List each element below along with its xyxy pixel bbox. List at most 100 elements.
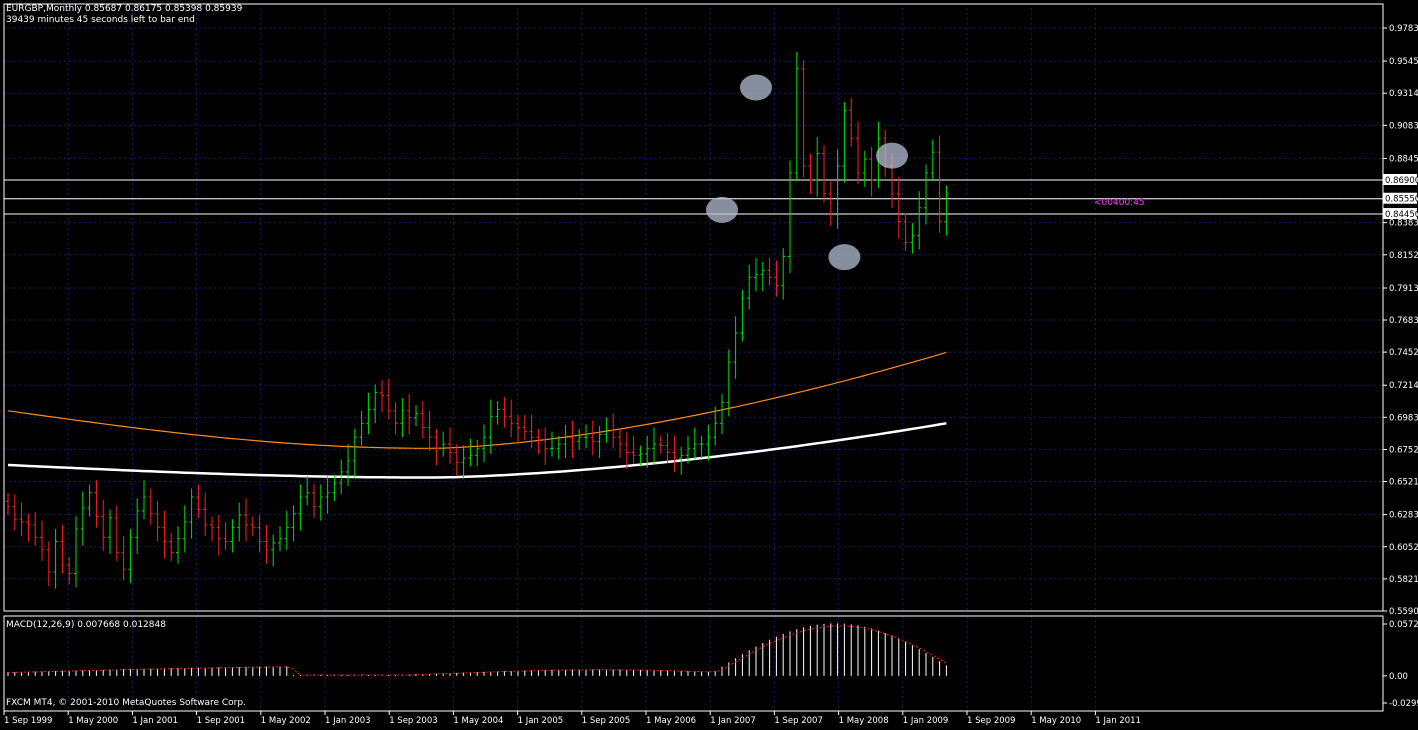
time-tick-label: 1 Sep 2007 <box>774 716 822 726</box>
ohlc-bar <box>312 484 316 518</box>
ohlc-bar <box>869 146 874 197</box>
macd-panel: 0.05724 0.00 -0.02997 <box>7 620 1418 709</box>
ohlc-bar <box>536 428 541 454</box>
ohlc-bar <box>380 380 384 413</box>
ohlc-bar <box>325 476 330 514</box>
ohlc-bar <box>638 445 643 467</box>
ohlc-bar <box>699 435 704 459</box>
time-tick-label: 1 Jan 2007 <box>710 716 756 726</box>
ohlc-bar <box>373 384 378 424</box>
time-tick-label: 1 May 2002 <box>261 716 311 726</box>
ohlc-bar <box>760 262 765 292</box>
ohlc-bar <box>407 394 412 435</box>
price-tick-label: 0.55900 <box>1389 607 1418 617</box>
ohlc-bar <box>162 510 167 559</box>
time-tick-label: 1 Jan 2009 <box>903 716 949 726</box>
ohlc-bar <box>679 446 684 475</box>
ohlc-bar <box>713 406 718 446</box>
time-tick-label: 1 May 2006 <box>646 716 696 726</box>
ohlc-bar <box>291 505 296 542</box>
ohlc-bar <box>522 414 527 440</box>
ohlc-bar <box>842 102 847 183</box>
ohlc-bar <box>87 484 92 517</box>
ohlc-bar <box>53 528 58 589</box>
ohlc-bar <box>747 264 752 310</box>
horizontal-line-tag <box>1383 192 1417 204</box>
time-tick-label: 1 Sep 2003 <box>389 716 437 726</box>
ohlc-bar <box>237 502 242 542</box>
ohlc-bar <box>346 444 350 486</box>
ohlc-bar <box>114 505 119 561</box>
ohlc-bar <box>862 150 867 187</box>
ohlc-bar <box>12 494 17 531</box>
horizontal-line-value: 0.84450 <box>1385 210 1418 220</box>
ohlc-bar <box>441 431 446 457</box>
ohlc-bar <box>101 499 106 552</box>
ohlc-bar <box>352 428 357 478</box>
ohlc-bar <box>332 474 337 502</box>
time-tick-label: 1 Jan 2011 <box>1095 716 1141 726</box>
bar-timer: 39439 minutes 45 seconds left to bar end <box>6 15 195 25</box>
ohlc-bar <box>475 439 480 467</box>
ohlc-bar <box>706 424 711 461</box>
ohlc-bar <box>808 153 813 194</box>
ohlc-bar <box>414 405 418 427</box>
ohlc-bar <box>393 402 398 435</box>
ohlc-bar <box>856 121 860 185</box>
ohlc-bar <box>543 427 548 466</box>
price-panel-border <box>3 3 1384 612</box>
ohlc-bar <box>244 498 248 542</box>
highlight-markers <box>706 74 908 271</box>
ohlc-bar <box>448 427 452 464</box>
macd-panel-border <box>3 615 1384 712</box>
ma-fast-line <box>7 351 947 449</box>
ohlc-bar <box>400 398 405 438</box>
ohlc-bar <box>788 160 792 274</box>
ohlc-bar <box>454 444 459 477</box>
time-tick-label: 1 Sep 2005 <box>582 716 630 726</box>
ohlc-bar <box>6 492 10 516</box>
ohlc-bar <box>216 515 221 556</box>
macd-scale-label: 0.05724 <box>1389 620 1418 630</box>
ohlc-bar <box>80 491 85 546</box>
ohlc-bar <box>60 524 65 574</box>
ohlc-bar <box>944 185 949 236</box>
ohlc-bar <box>794 52 799 182</box>
ohlc-bar <box>176 526 180 564</box>
ellipse-marker-icon <box>706 196 738 223</box>
ohlc-bar <box>726 349 731 417</box>
ohlc-bar <box>386 378 391 420</box>
ohlc-bar <box>658 435 663 454</box>
ohlc-bar <box>264 524 269 564</box>
ohlc-bar <box>767 257 772 286</box>
horizontal-line-tag <box>1383 173 1417 185</box>
ohlc-bar <box>611 413 616 449</box>
ohlc-bar <box>427 410 432 452</box>
ohlc-bars <box>6 52 949 589</box>
ohlc-bar <box>502 396 507 428</box>
ohlc-bar <box>924 164 928 225</box>
ohlc-bar <box>550 431 554 457</box>
ohlc-bar <box>148 488 153 525</box>
ohlc-bar <box>618 428 622 459</box>
time-tick-label: 1 Jan 2001 <box>132 716 178 726</box>
ohlc-bar <box>94 480 99 528</box>
ohlc-bar <box>495 401 500 425</box>
ohlc-bar <box>210 516 214 542</box>
macd-signal-line <box>8 625 947 676</box>
ohlc-bar <box>169 533 174 561</box>
ohlc-bar <box>128 528 133 584</box>
ohlc-bar <box>482 424 486 463</box>
